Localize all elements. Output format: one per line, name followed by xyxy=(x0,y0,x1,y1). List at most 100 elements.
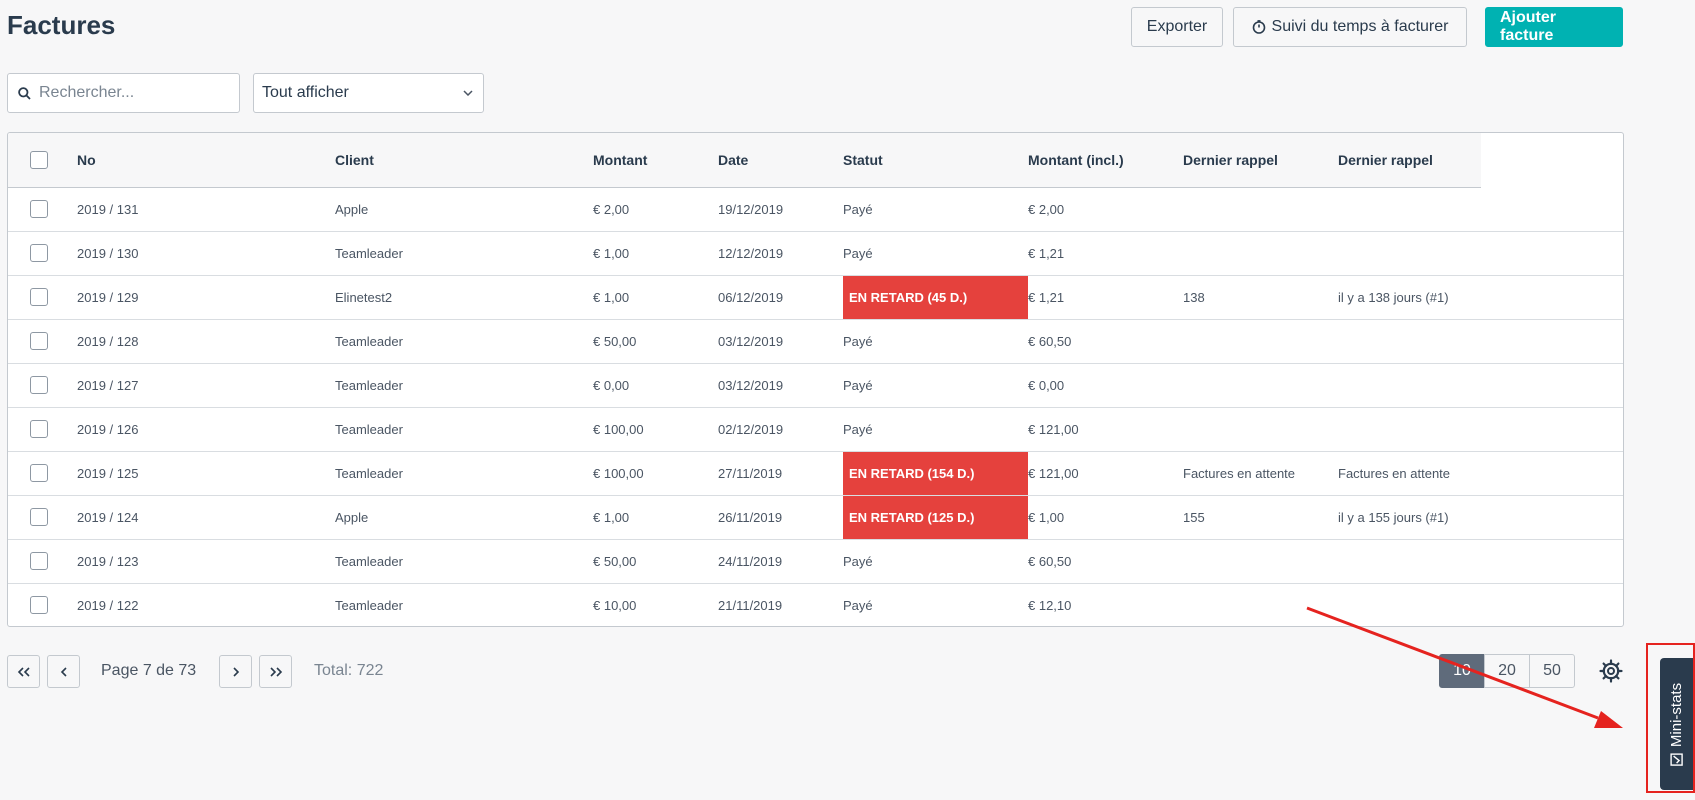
table-row[interactable]: 2019 / 127 Teamleader € 0,00 03/12/2019 Payé… xyxy=(8,363,1623,408)
row-checkbox[interactable] xyxy=(30,552,48,570)
row-checkbox[interactable] xyxy=(30,332,48,350)
invoices-table: No Client Montant Date Statut Montant (i… xyxy=(7,132,1624,627)
mini-stats-tab[interactable]: Mini-stats xyxy=(1660,658,1693,790)
chevron-left-icon xyxy=(60,666,68,677)
table-row[interactable]: 2019 / 123 Teamleader € 50,00 24/11/2019 Pay… xyxy=(8,539,1623,584)
page-size-20-button[interactable]: 20 xyxy=(1484,654,1530,688)
cell-last-reminder-2 xyxy=(1338,407,1481,452)
first-page-button[interactable] xyxy=(7,655,40,688)
cell-date: 21/11/2019 xyxy=(718,597,783,613)
search-input[interactable] xyxy=(39,84,229,102)
stopwatch-icon xyxy=(1252,20,1266,34)
cell-last-reminder-2 xyxy=(1338,363,1481,408)
cell-last-reminder-2: il y a 138 jours (#1) xyxy=(1338,275,1481,320)
column-header-no[interactable]: No xyxy=(77,133,335,188)
select-all-checkbox[interactable] xyxy=(30,150,48,169)
cell-last-reminder: 155 xyxy=(1183,495,1338,540)
table-header-row: No Client Montant Date Statut Montant (i… xyxy=(8,133,1623,188)
cell-amount: € 100,00 xyxy=(593,451,718,496)
cell-client: Apple xyxy=(335,187,593,232)
row-checkbox[interactable] xyxy=(30,376,48,394)
table-row[interactable]: 2019 / 130 Teamleader € 1,00 12/12/2019 Payé… xyxy=(8,231,1623,276)
gear-icon[interactable] xyxy=(1597,657,1625,685)
cell-amount-incl: € 1,00 xyxy=(1028,495,1183,540)
cell-no: 2019 / 124 xyxy=(77,495,335,540)
cell-date: 27/11/2019 xyxy=(718,451,843,496)
mini-stats-label: Mini-stats xyxy=(1668,682,1685,747)
search-box[interactable] xyxy=(7,73,240,113)
next-page-button[interactable] xyxy=(219,655,252,688)
cell-client: Teamleader xyxy=(335,539,593,584)
row-checkbox[interactable] xyxy=(30,288,48,306)
cell-last-reminder xyxy=(1183,187,1338,232)
time-tracking-button-label: Suivi du temps à facturer xyxy=(1271,18,1449,35)
page-indicator: Page 7 de 73 xyxy=(101,662,197,679)
last-page-button[interactable] xyxy=(259,655,292,688)
row-checkbox[interactable] xyxy=(30,464,48,482)
column-header-status[interactable]: Statut xyxy=(843,133,1028,188)
cell-last-reminder xyxy=(1183,539,1338,584)
cell-no: 2019 / 125 xyxy=(77,451,335,496)
prev-page-button[interactable] xyxy=(47,655,80,688)
cell-last-reminder-2 xyxy=(1338,231,1481,276)
row-checkbox[interactable] xyxy=(30,596,48,615)
cell-client: Apple xyxy=(335,495,593,540)
cell-last-reminder-2: il y a 155 jours (#1) xyxy=(1338,495,1481,540)
row-checkbox[interactable] xyxy=(30,508,48,526)
add-invoice-button[interactable]: Ajouter facture xyxy=(1485,7,1623,47)
cell-amount: € 1,00 xyxy=(593,275,718,320)
table-row[interactable]: 2019 / 129 Elinetest2 € 1,00 06/12/2019 EN R… xyxy=(8,275,1623,320)
cell-last-reminder xyxy=(1183,319,1338,364)
row-checkbox[interactable] xyxy=(30,200,48,218)
cell-client: Teamleader xyxy=(335,451,593,496)
time-tracking-button[interactable]: Suivi du temps à facturer xyxy=(1233,7,1467,47)
page-title: Factures xyxy=(7,10,116,40)
column-header-client[interactable]: Client xyxy=(335,133,593,188)
column-header-amount[interactable]: Montant xyxy=(593,133,718,188)
cell-status: Payé xyxy=(843,231,1028,276)
cell-last-reminder xyxy=(1183,583,1338,626)
column-header-last-reminder[interactable]: Dernier rappel xyxy=(1183,133,1338,188)
column-header-last-reminder-2[interactable]: Dernier rappel xyxy=(1338,133,1481,188)
row-checkbox[interactable] xyxy=(30,244,48,262)
export-button[interactable]: Exporter xyxy=(1131,7,1223,47)
cell-amount: € 1,00 xyxy=(593,231,718,276)
cell-date: 12/12/2019 xyxy=(718,231,843,276)
cell-amount-incl: € 2,00 xyxy=(1028,187,1183,232)
cell-last-reminder-2 xyxy=(1338,319,1481,364)
cell-last-reminder-2: Factures en attente xyxy=(1338,451,1481,496)
cell-no: 2019 / 127 xyxy=(77,363,335,408)
cell-amount: € 50,00 xyxy=(593,539,718,584)
cell-date: 26/11/2019 xyxy=(718,495,843,540)
cell-last-reminder xyxy=(1183,363,1338,408)
cell-client: Teamleader xyxy=(335,363,593,408)
table-row[interactable]: 2019 / 122 Teamleader € 10,00 21/11/2019 Pay… xyxy=(8,583,1623,626)
total-count: Total: 722 xyxy=(314,662,384,679)
row-checkbox[interactable] xyxy=(30,420,48,438)
cell-no: 2019 / 122 xyxy=(77,597,139,613)
table-row[interactable]: 2019 / 131 Apple € 2,00 19/12/2019 Payé € 2,0… xyxy=(8,187,1623,232)
table-row[interactable]: 2019 / 125 Teamleader € 100,00 27/11/2019 EN… xyxy=(8,451,1623,496)
table-row[interactable]: 2019 / 124 Apple € 1,00 26/11/2019 EN RETARD… xyxy=(8,495,1623,540)
cell-client: Teamleader xyxy=(335,319,593,364)
cell-amount-incl: € 121,00 xyxy=(1028,451,1183,496)
cell-client: Teamleader xyxy=(335,597,403,613)
cell-status: Payé xyxy=(843,539,1028,584)
column-header-amount-incl[interactable]: Montant (incl.) xyxy=(1028,133,1183,188)
page-size-50-button[interactable]: 50 xyxy=(1529,654,1575,688)
cell-status: Payé xyxy=(843,407,1028,452)
table-row[interactable]: 2019 / 128 Teamleader € 50,00 03/12/2019 Pay… xyxy=(8,319,1623,364)
filter-select[interactable]: Tout afficher xyxy=(253,73,484,113)
cell-amount: € 1,00 xyxy=(593,495,718,540)
cell-last-reminder: Factures en attente xyxy=(1183,451,1338,496)
cell-amount: € 50,00 xyxy=(593,319,718,364)
table-row[interactable]: 2019 / 126 Teamleader € 100,00 02/12/2019 Pa… xyxy=(8,407,1623,452)
column-header-date[interactable]: Date xyxy=(718,133,843,188)
chevron-right-icon xyxy=(232,666,240,677)
page-size-10-button[interactable]: 10 xyxy=(1439,654,1485,688)
cell-no: 2019 / 129 xyxy=(77,275,335,320)
cell-amount-incl: € 12,10 xyxy=(1028,597,1072,613)
cell-last-reminder xyxy=(1183,407,1338,452)
page-size-selector: 10 20 50 xyxy=(1439,654,1575,688)
export-button-label: Exporter xyxy=(1146,18,1208,35)
